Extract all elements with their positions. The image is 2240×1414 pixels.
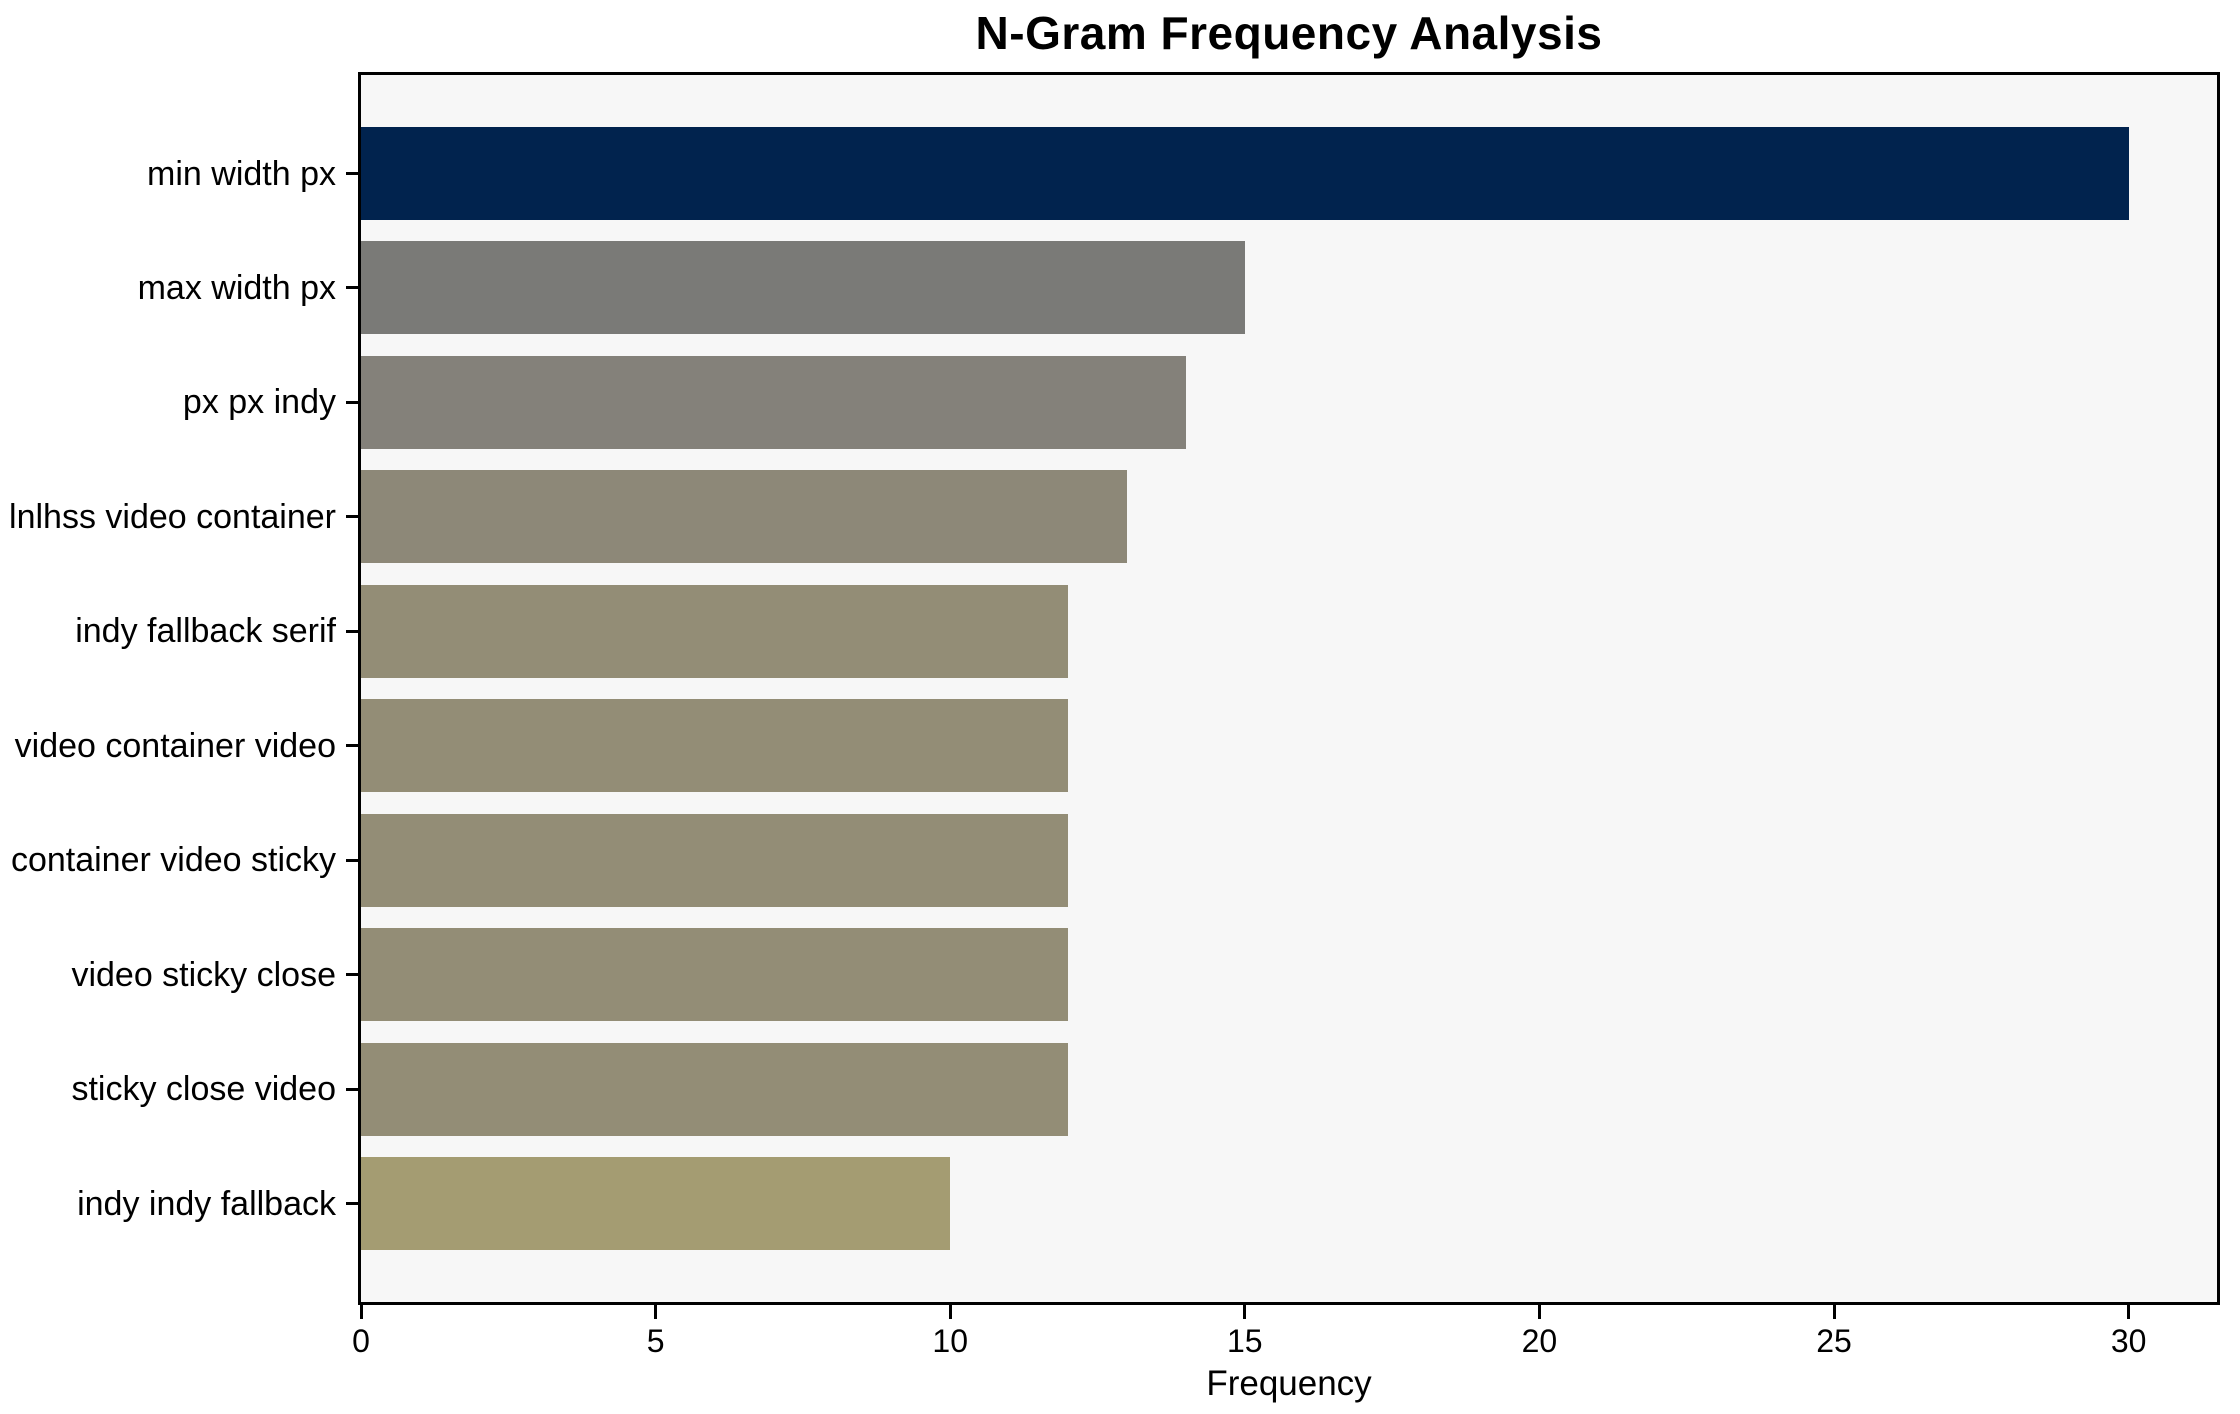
y-tick-mark xyxy=(346,744,358,748)
y-tick-mark xyxy=(346,400,358,404)
y-tick-label-container-video-sticky: container video sticky xyxy=(10,841,336,880)
x-tick-mark xyxy=(359,1305,363,1319)
y-tick-label-sticky-close-video: sticky close video xyxy=(71,1070,336,1109)
y-tick-mark xyxy=(346,286,358,290)
x-tick-mark xyxy=(2127,1305,2131,1319)
x-tick-label-25: 25 xyxy=(1816,1323,1852,1359)
x-tick-label-5: 5 xyxy=(646,1323,665,1359)
bar-video-container-video xyxy=(361,699,1069,793)
y-tick-mark xyxy=(346,629,358,633)
x-tick-label-0: 0 xyxy=(352,1323,370,1359)
y-tick-mark xyxy=(346,973,358,977)
y-tick-label-indy-fallback-serif: indy fallback serif xyxy=(75,612,336,651)
bar-indy-fallback-serif xyxy=(361,584,1069,678)
y-tick-mark xyxy=(346,1202,358,1205)
y-tick-label-min-width-px: min width px xyxy=(147,154,336,193)
plot-area xyxy=(358,72,2220,1305)
bar-px-px-indy xyxy=(361,355,1186,449)
x-tick-mark xyxy=(654,1305,658,1319)
y-tick-label-indy-indy-fallback: indy indy fallback xyxy=(77,1184,336,1223)
bar-indy-indy-fallback xyxy=(361,1157,951,1250)
x-axis-label: Frequency xyxy=(1206,1364,1372,1403)
bar-sticky-close-video xyxy=(361,1042,1069,1136)
bar-min-width-px xyxy=(361,127,2129,220)
y-tick-label-lnlhss-video-container: lnlhss video container xyxy=(9,497,336,536)
y-tick-mark xyxy=(346,1087,358,1091)
bar-lnlhss-video-container xyxy=(361,470,1127,564)
x-tick-mark xyxy=(1537,1305,1541,1319)
y-tick-label-video-sticky-close: video sticky close xyxy=(71,955,336,994)
y-tick-mark xyxy=(346,858,358,862)
y-tick-label-px-px-indy: px px indy xyxy=(182,383,336,422)
bar-max-width-px xyxy=(361,241,1245,335)
y-tick-label-max-width-px: max width px xyxy=(137,268,336,307)
bar-video-sticky-close xyxy=(361,928,1069,1022)
y-tick-mark xyxy=(346,515,358,519)
x-tick-label-20: 20 xyxy=(1521,1323,1558,1359)
x-tick-mark xyxy=(948,1305,952,1319)
x-tick-label-30: 30 xyxy=(2110,1323,2147,1359)
y-tick-label-video-container-video: video container video xyxy=(14,726,336,765)
x-tick-mark xyxy=(1832,1305,1836,1319)
x-tick-mark xyxy=(1243,1305,1247,1319)
chart-title: N-Gram Frequency Analysis xyxy=(975,7,1603,59)
x-tick-label-15: 15 xyxy=(1227,1323,1263,1359)
x-tick-label-10: 10 xyxy=(932,1323,968,1359)
y-tick-mark xyxy=(346,172,358,175)
bar-container-video-sticky xyxy=(361,813,1069,907)
